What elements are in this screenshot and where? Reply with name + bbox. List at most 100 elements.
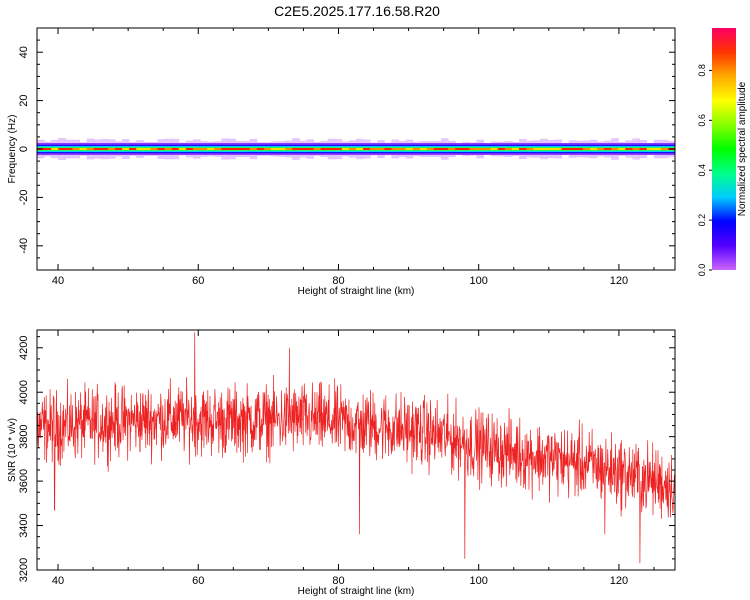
band-core-segment: [497, 147, 506, 151]
snr-x-tick-label: 40: [52, 575, 64, 587]
snr-y-tick-label: 4000: [18, 380, 30, 404]
band-core-segment: [540, 147, 548, 151]
snr-x-tick-label: 100: [470, 575, 488, 587]
band-core-segment: [519, 147, 527, 151]
band-core-segment: [164, 147, 173, 151]
band-core-segment: [192, 147, 201, 151]
band-core-segment: [462, 147, 470, 151]
band-core-segment: [618, 147, 626, 151]
band-core-segment: [107, 147, 116, 151]
band-core-segment: [363, 147, 371, 151]
band-core-segment: [625, 147, 633, 151]
band-core-segment: [391, 147, 400, 151]
band-core-segment: [299, 147, 307, 151]
snr-y-tick-label: 3800: [18, 424, 30, 448]
band-core-segment: [348, 147, 357, 151]
band-core-segment: [341, 147, 350, 151]
band-core-segment: [235, 147, 244, 151]
spectrogram-x-tick-label: 40: [52, 275, 64, 287]
spectrogram-x-tick-label: 60: [192, 275, 204, 287]
band-core-segment: [263, 147, 272, 151]
band-core-segment: [214, 147, 222, 151]
spectral-band: [37, 138, 675, 160]
snr-y-tick-label: 3400: [18, 513, 30, 537]
band-core-segment: [561, 147, 570, 151]
colorbar-tick-label: 0.6: [697, 114, 707, 127]
spectrogram-x-tick-label: 80: [332, 275, 344, 287]
snr-x-tick-label: 80: [332, 575, 344, 587]
band-core-segment: [150, 147, 159, 151]
band-core-segment: [185, 147, 194, 151]
colorbar-tick-label: 0.0: [697, 264, 707, 277]
band-core-segment: [604, 147, 612, 151]
band-core-segment: [200, 147, 208, 151]
band-core-segment: [526, 147, 534, 151]
band-core-segment: [398, 147, 407, 151]
band-core-segment: [504, 147, 513, 151]
band-core-segment: [65, 147, 73, 151]
band-core-segment: [306, 147, 314, 151]
spectrogram-y-tick-label: 0: [18, 146, 30, 152]
band-core-segment: [79, 147, 88, 151]
band-core-segment: [171, 147, 180, 151]
band-core-segment: [58, 147, 66, 151]
band-core-segment: [356, 147, 364, 151]
figure-title: C2E5.2025.177.16.58.R20: [274, 3, 440, 19]
band-core-segment: [582, 147, 591, 151]
snr-series-line: [37, 332, 675, 564]
spectrogram-x-tick-label: 100: [470, 275, 488, 287]
band-core-segment: [129, 147, 137, 151]
spectrogram-x-axis-label: Height of straight line (km): [298, 286, 415, 297]
band-core-segment: [426, 147, 435, 151]
snr-x-tick-label: 120: [610, 575, 628, 587]
snr-y-tick-label: 3600: [18, 469, 30, 493]
band-core-segment: [249, 147, 258, 151]
band-core-segment: [157, 147, 166, 151]
band-core-segment: [433, 147, 442, 151]
band-core-segment: [221, 147, 229, 151]
band-core-segment: [51, 147, 59, 151]
band-core-segment: [114, 147, 123, 151]
snr-y-axis-label: SNR (10 * v/v): [7, 418, 18, 482]
spectrogram-y-tick-label: -40: [18, 238, 30, 254]
band-core-segment: [469, 147, 478, 151]
band-core-segment: [122, 147, 130, 151]
band-core-segment: [483, 147, 492, 151]
band-core-segment: [86, 147, 95, 151]
band-core-segment: [100, 147, 109, 151]
snr-plot-frame: [36, 329, 676, 571]
band-core-segment: [72, 147, 81, 151]
band-core-segment: [327, 147, 336, 151]
band-core-segment: [93, 147, 102, 151]
snr-panel: 40 60 80 100 120 3200 3400 3600 3800 4000 4200 Heig…: [7, 329, 676, 597]
band-core-segment: [441, 147, 449, 151]
band-core-segment: [490, 147, 499, 151]
spectrogram-y-tick-label: 20: [18, 94, 30, 106]
band-core-segment: [370, 147, 378, 151]
colorbar-tick-label: 0.8: [697, 64, 707, 77]
band-core-segment: [405, 147, 414, 151]
snr-y-tick-label: 3200: [18, 558, 30, 582]
band-core-segment: [419, 147, 428, 151]
band-core-segment: [639, 147, 648, 151]
band-core-segment: [547, 147, 555, 151]
band-core-segment: [660, 147, 669, 151]
spectrogram-y-axis-label: Frequency (Hz): [7, 115, 18, 184]
band-core-segment: [448, 147, 456, 151]
band-core-segment: [334, 147, 343, 151]
colorbar-label: Normalized spectral amplitude: [737, 81, 748, 216]
spectrogram-y-tick-label: 40: [18, 46, 30, 58]
band-core-segment: [136, 147, 144, 151]
spectrogram-panel: 40 60 80 100 120 -40 -20 0 20 40 Height of straigh…: [7, 27, 676, 297]
band-core-segment: [632, 147, 641, 151]
band-core-segment: [178, 147, 187, 151]
band-core-segment: [270, 147, 279, 151]
colorbar-tick-label: 0.2: [697, 214, 707, 227]
band-core-segment: [455, 147, 463, 151]
band-core-segment: [575, 147, 584, 151]
band-core-segment: [646, 147, 655, 151]
colorbar: 0.0 0.2 0.4 0.6 0.8 Normalized spectral ampli…: [697, 28, 748, 276]
band-core-segment: [554, 147, 563, 151]
band-core-segment: [207, 147, 215, 151]
